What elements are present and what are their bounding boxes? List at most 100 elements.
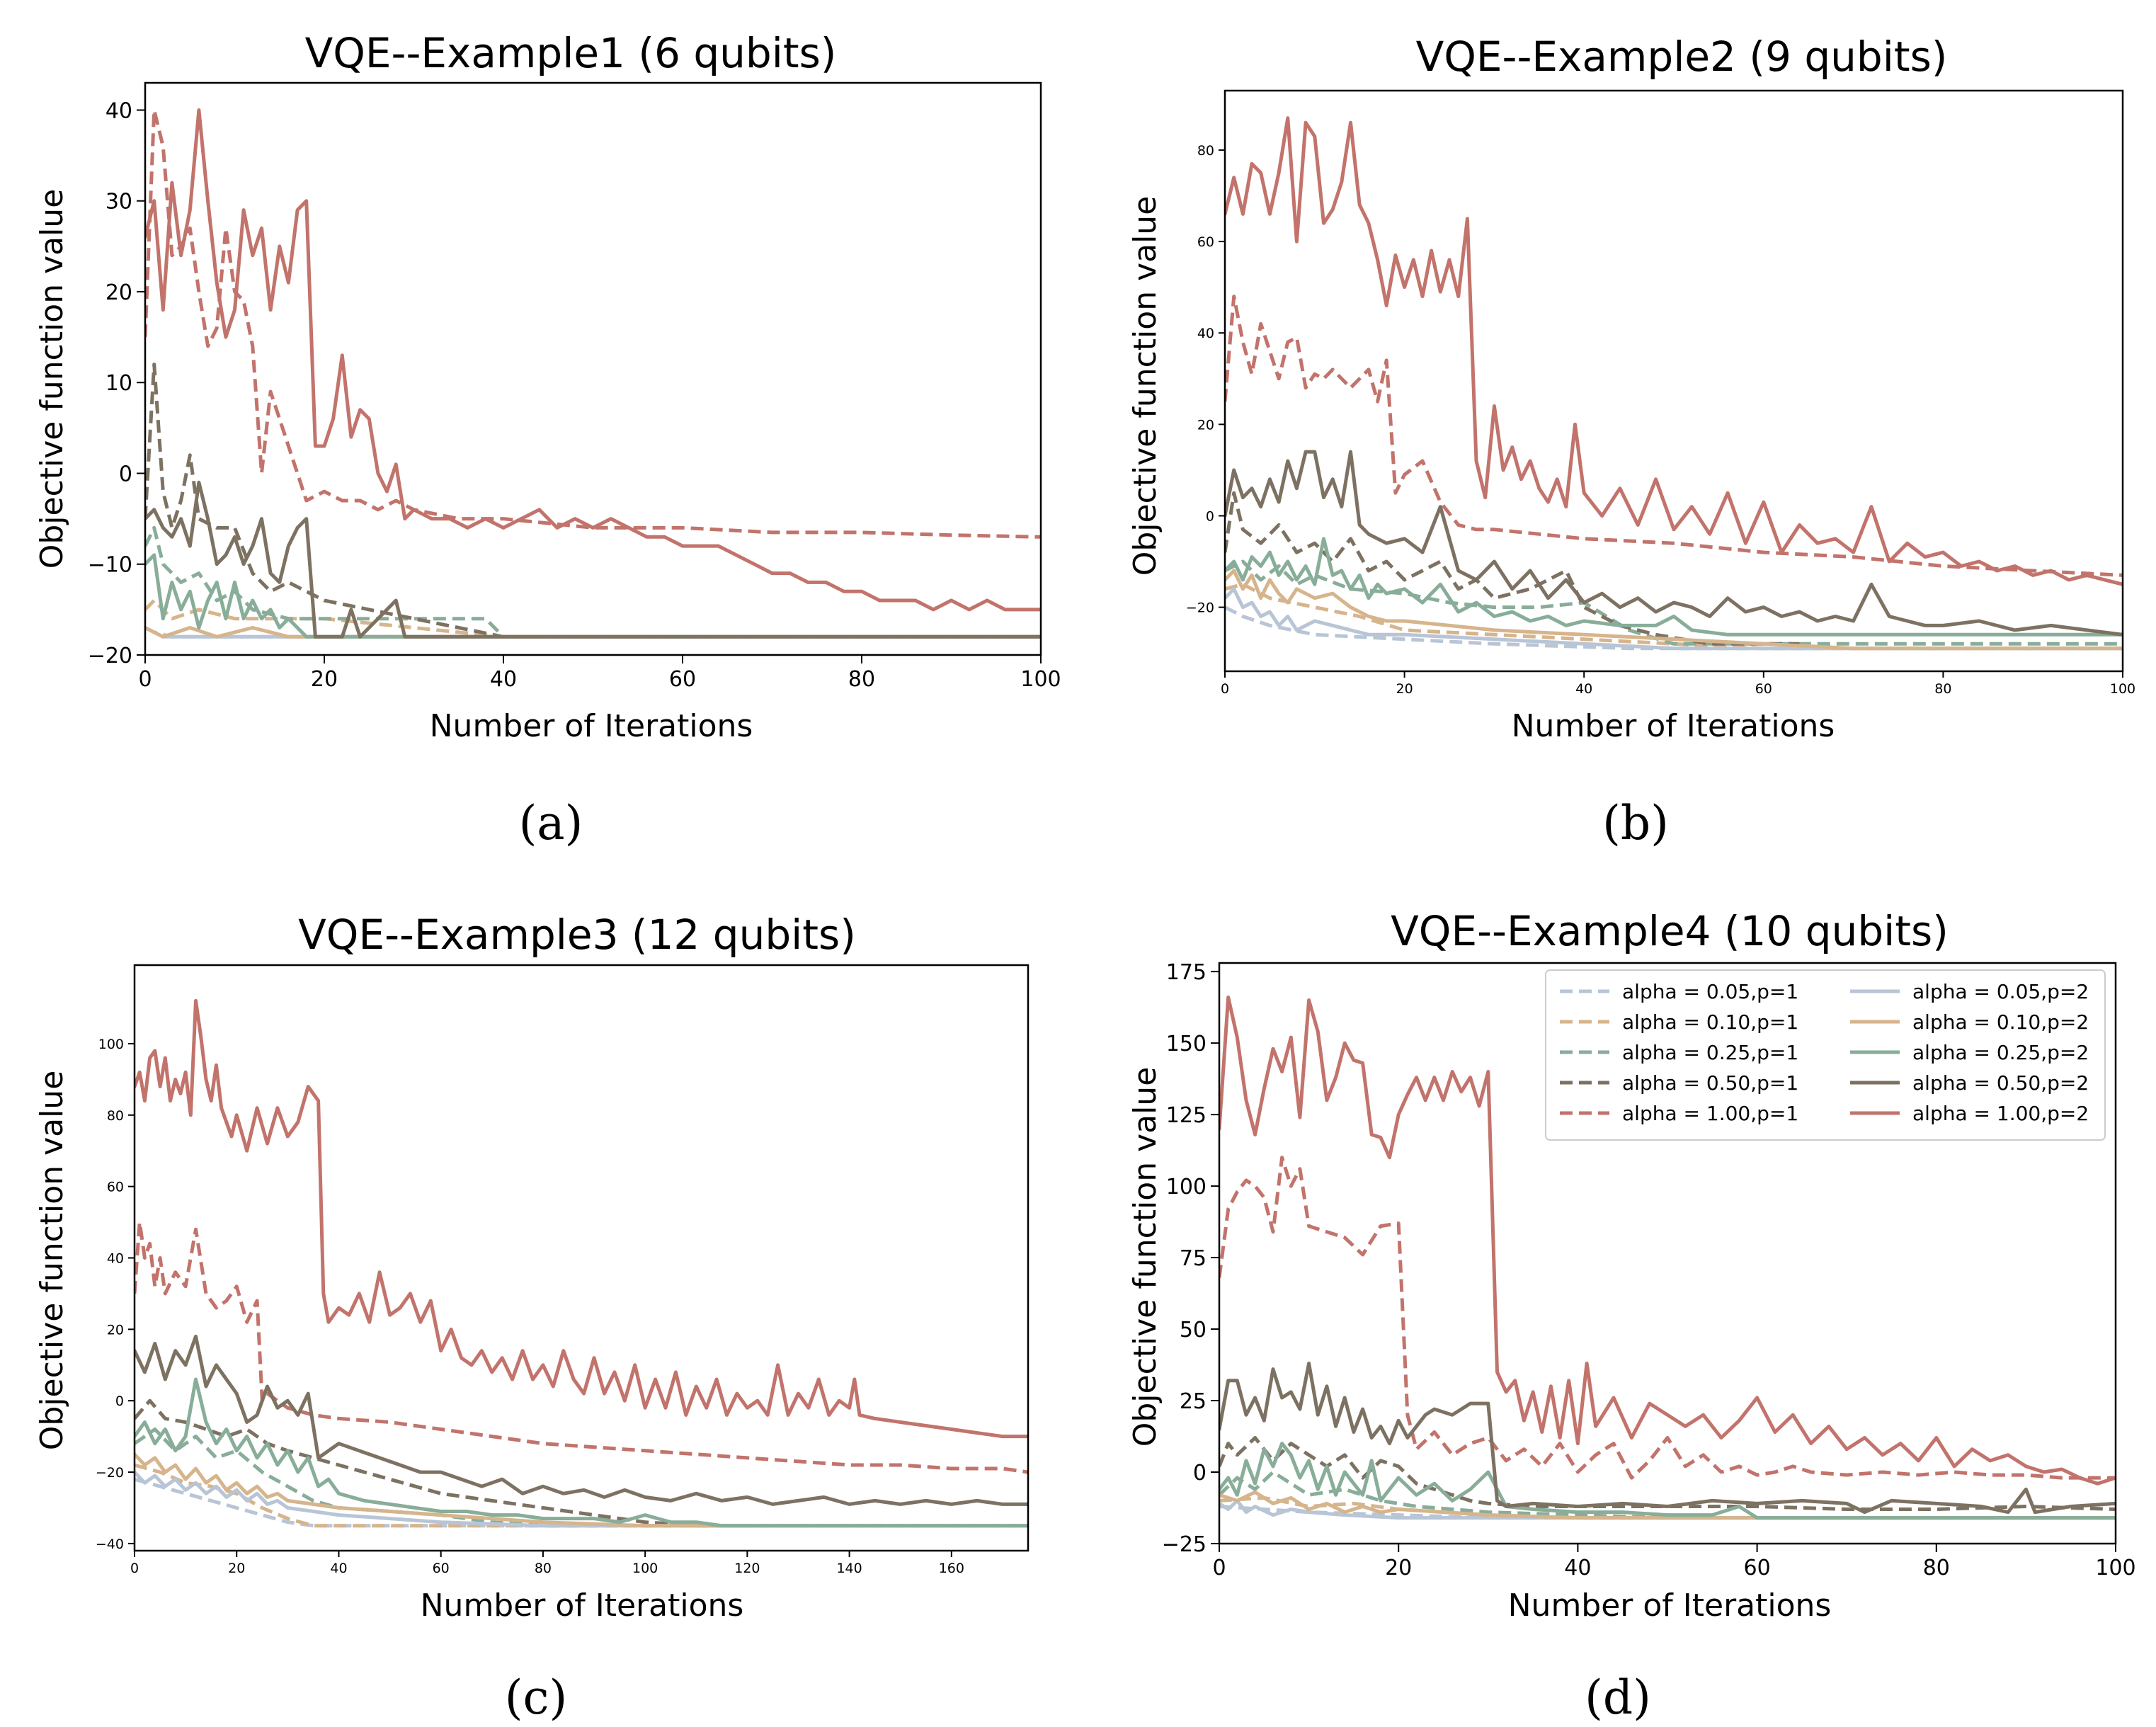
y-tick-label: 100 xyxy=(1166,1175,1207,1199)
axes-frame xyxy=(1218,962,2117,1545)
series-line xyxy=(1219,1490,2116,1520)
legend-entry: alpha = 1.00,p=2 xyxy=(1912,1102,2089,1125)
y-tick-label: 25 xyxy=(1180,1389,1207,1414)
panel-d-title: VQE--Example4 (10 qubits) xyxy=(1391,907,1949,955)
x-tick-label: 80 xyxy=(848,667,875,692)
panel-a: VQE--Example1 (6 qubits) Objective funct… xyxy=(34,29,1061,850)
legend-entry: alpha = 0.25,p=1 xyxy=(1622,1041,1798,1064)
series-line xyxy=(1225,605,2123,651)
y-tick-label: 60 xyxy=(1197,234,1214,250)
series-lines xyxy=(135,998,1028,1528)
x-tick-label: 0 xyxy=(1212,1556,1226,1580)
series-line xyxy=(145,108,1041,539)
axes-frame xyxy=(133,964,1029,1552)
x-tick-label: 120 xyxy=(734,1561,760,1576)
series-line xyxy=(135,1377,1028,1528)
panel-c-xlabel: Number of Iterations xyxy=(421,1588,744,1624)
x-tick-label: 100 xyxy=(1020,667,1061,692)
axes-frame xyxy=(1224,89,2124,673)
panel-d-caption: (d) xyxy=(1585,1670,1651,1725)
y-tick-label: 75 xyxy=(1180,1246,1207,1271)
panel-b-title: VQE--Example2 (9 qubits) xyxy=(1416,33,1948,81)
series-line xyxy=(145,553,1041,639)
y-tick-label: −20 xyxy=(1186,600,1214,616)
panel-c-title: VQE--Example3 (12 qubits) xyxy=(298,911,856,959)
x-tick-label: 40 xyxy=(1564,1556,1591,1580)
panel-b-xlabel: Number of Iterations xyxy=(1512,708,1835,744)
y-tick-label: −40 xyxy=(96,1537,124,1552)
y-tick-label: 40 xyxy=(107,1251,124,1267)
x-tick-label: 100 xyxy=(2095,1556,2135,1580)
y-tick-label: 0 xyxy=(119,462,132,486)
panel-a-caption: (a) xyxy=(519,796,583,850)
y-tick-label: 60 xyxy=(107,1180,124,1195)
x-tick-label: 60 xyxy=(433,1561,450,1576)
series-line xyxy=(145,598,1041,639)
legend-entry: alpha = 1.00,p=1 xyxy=(1622,1102,1798,1125)
x-tick-label: 0 xyxy=(130,1561,139,1576)
y-tick-label: 0 xyxy=(1206,508,1214,524)
y-tick-label: 10 xyxy=(105,371,132,396)
series-line xyxy=(135,1334,1028,1506)
series-line xyxy=(1219,1470,2116,1520)
series-line xyxy=(145,363,1041,639)
x-tick-label: 20 xyxy=(1385,1556,1412,1580)
series-line xyxy=(135,998,1028,1439)
y-tick-label: 80 xyxy=(1197,143,1214,159)
legend-entry: alpha = 0.50,p=2 xyxy=(1912,1071,2089,1095)
x-tick-label: 20 xyxy=(228,1561,245,1576)
panel-a-xlabel: Number of Iterations xyxy=(430,708,753,744)
panel-c-ylabel: Objective function value xyxy=(34,1071,70,1451)
panel-d-ylabel: Objective function value xyxy=(1127,1067,1163,1447)
panel-c: VQE--Example3 (12 qubits) Objective func… xyxy=(34,911,1029,1725)
x-tick-label: 160 xyxy=(939,1561,964,1576)
y-tick-label: −20 xyxy=(88,644,132,668)
y-tick-label: 50 xyxy=(1180,1318,1207,1343)
panel-b-caption: (b) xyxy=(1602,796,1669,850)
series-line xyxy=(135,1470,1028,1528)
x-tick-label: 80 xyxy=(1923,1556,1950,1580)
panel-b-ylabel: Objective function value xyxy=(1127,196,1163,576)
y-tick-label: 20 xyxy=(105,280,132,305)
plot-area-b: 0 20 40 60 80 100 −20 0 20 40 60 80 xyxy=(1186,89,2135,697)
y-tick-label: 0 xyxy=(115,1393,124,1409)
legend-entry: alpha = 0.10,p=1 xyxy=(1622,1010,1798,1034)
series-line xyxy=(135,1398,748,1528)
y-tick-label: 20 xyxy=(107,1322,124,1338)
series-line xyxy=(1225,295,2123,577)
series-lines xyxy=(1219,996,2116,1520)
x-tick-label: 0 xyxy=(1221,681,1229,697)
x-tick-label: 40 xyxy=(1575,681,1592,697)
x-tick-label: 20 xyxy=(1396,681,1413,697)
y-tick-label: 0 xyxy=(1193,1461,1207,1486)
series-line xyxy=(145,480,1041,639)
y-tick-label: 175 xyxy=(1166,960,1207,985)
series-line xyxy=(1219,996,2116,1486)
legend-entry: alpha = 0.10,p=2 xyxy=(1912,1010,2089,1034)
x-tick-label: 40 xyxy=(330,1561,347,1576)
series-line xyxy=(1219,1436,2116,1511)
legend-entry: alpha = 0.50,p=1 xyxy=(1622,1071,1798,1095)
series-line xyxy=(1219,1362,2116,1515)
x-tick-label: 100 xyxy=(632,1561,658,1576)
y-tick-label: 40 xyxy=(105,98,132,123)
series-line xyxy=(135,1427,1028,1528)
series-line xyxy=(1219,1442,2116,1520)
x-tick-label: 40 xyxy=(490,667,517,692)
series-line xyxy=(135,1452,1028,1528)
x-tick-label: 80 xyxy=(1934,681,1951,697)
panel-c-caption: (c) xyxy=(505,1670,567,1725)
y-tick-label: 125 xyxy=(1166,1103,1207,1128)
series-line xyxy=(1225,587,2123,651)
series-lines xyxy=(1225,116,2123,651)
x-tick-label: 140 xyxy=(836,1561,862,1576)
y-tick-label: 100 xyxy=(98,1037,124,1052)
y-tick-label: −10 xyxy=(88,553,132,578)
x-tick-label: 100 xyxy=(2110,681,2135,697)
y-tick-label: −20 xyxy=(96,1465,124,1481)
axes-frame xyxy=(144,81,1042,656)
y-tick-label: 30 xyxy=(105,190,132,215)
panel-d: VQE--Example4 (10 qubits) Objective func… xyxy=(1127,907,2136,1725)
series-line xyxy=(1219,1498,2116,1520)
